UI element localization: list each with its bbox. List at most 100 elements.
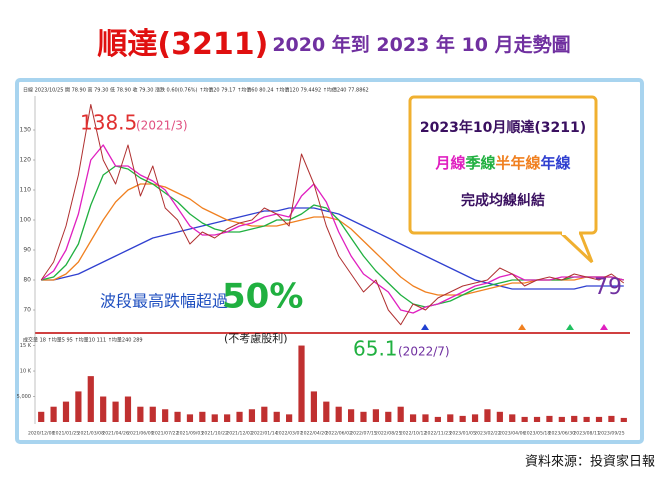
volume-bar xyxy=(422,414,429,422)
x-tick-label: 2023/08/11 xyxy=(573,431,600,437)
legend-entry: 年線 xyxy=(541,154,571,172)
legend: 月線季線半年線年線 xyxy=(434,154,570,172)
x-tick-label: 2022/08/25 xyxy=(375,431,402,437)
volume-bar xyxy=(199,411,206,422)
callout-joint xyxy=(562,229,579,235)
low-label: 65.1 xyxy=(353,337,398,361)
volume-bar xyxy=(620,417,627,422)
last-label: 79 xyxy=(594,275,622,300)
y-tick-label: 110 xyxy=(20,187,32,194)
x-tick-label: 2021/03/08 xyxy=(78,431,105,437)
drop-text: 波段最高跌幅超過 xyxy=(100,292,228,311)
volume-bar xyxy=(583,416,590,422)
ma-line xyxy=(41,207,624,290)
y-tick-label: 15 K xyxy=(20,343,32,349)
volume-bar xyxy=(323,401,330,422)
volume-bar xyxy=(558,416,565,422)
x-tick-label: 2023/04/06 xyxy=(499,431,526,437)
x-tick-label: 2022/01/14 xyxy=(251,431,278,437)
volume-bar xyxy=(608,415,615,422)
callout-title: 2023年10月順達(3211) xyxy=(420,119,586,136)
peak-date: (2021/3) xyxy=(136,119,188,133)
volume-bar xyxy=(484,409,491,422)
x-tick-label: 2021/06/09 xyxy=(127,431,154,437)
x-tick-label: 2022/03/07 xyxy=(276,431,303,437)
volume-bar xyxy=(75,391,82,422)
volume-bar xyxy=(236,411,243,422)
volume-bar xyxy=(434,416,441,422)
x-tick-label: 2023/02/22 xyxy=(474,431,501,437)
ma-line xyxy=(40,144,624,314)
note: (不考慮股利) xyxy=(224,331,288,345)
volume-bar xyxy=(62,401,70,422)
x-tick-label: 2021/01/25 xyxy=(53,431,80,437)
x-tick-label: 2021/09/03 xyxy=(177,431,204,437)
peak-label: 138.5 xyxy=(80,111,137,135)
callout-pointer xyxy=(558,230,594,264)
volume-bar xyxy=(87,376,94,422)
plot: 70 80 90 100 110 120 130 5,000 10 K 15 K 2020/12/0… xyxy=(17,104,627,437)
volume-bar xyxy=(186,414,194,422)
x-tick-label: 2022/10/12 xyxy=(400,431,427,437)
y-tick-label: 70 xyxy=(23,307,31,314)
volume-bar xyxy=(137,406,144,422)
x-tick-label: 2021/12/02 xyxy=(226,431,253,437)
volume-bar xyxy=(124,396,132,422)
volume-bar xyxy=(38,411,45,422)
volume-bar xyxy=(298,345,305,422)
y-tick-label: 5,000 xyxy=(17,394,31,400)
volume-bar xyxy=(248,409,256,422)
y-tick-label: 130 xyxy=(20,127,32,134)
volume-bar xyxy=(397,406,404,422)
volume-bar xyxy=(571,415,578,422)
marker xyxy=(600,324,608,330)
volume-bar xyxy=(347,409,355,422)
callout-text: 完成均線糾結 xyxy=(461,192,545,209)
x-tick-label: 2022/04/20 xyxy=(301,431,328,437)
volume-bar xyxy=(459,415,466,422)
x-tick-label: 2023/01/05 xyxy=(449,431,476,437)
volume-bar xyxy=(533,416,541,422)
x-tick-label: 2021/07/22 xyxy=(152,431,179,437)
marker xyxy=(518,324,526,330)
x-tick-label: 2023/06/30 xyxy=(549,431,576,437)
x-tick-label: 2023/05/18 xyxy=(524,431,551,437)
x-tick-label: 2023/09/25 xyxy=(598,431,625,437)
y-tick-label: 10 K xyxy=(20,369,32,375)
title-main: 順達(3211) xyxy=(97,27,268,62)
volume-bar xyxy=(471,414,479,422)
volume-bar xyxy=(496,411,503,422)
volume-bar xyxy=(100,396,107,422)
x-tick-label: 2021/04/26 xyxy=(102,431,129,437)
y-tick-label: 80 xyxy=(23,277,31,284)
volume-bar xyxy=(595,416,603,422)
price-line xyxy=(40,104,625,326)
volume-bar xyxy=(409,414,417,422)
x-tick-label: 2021/10/22 xyxy=(201,431,228,437)
chart-header: 日線 2023/10/25 開 78.90 高 79.30 低 78.90 收 … xyxy=(23,87,369,94)
legend-entry: 月線 xyxy=(434,154,465,172)
low-date: (2022/7) xyxy=(398,345,450,359)
volume-bar xyxy=(224,414,231,422)
page-title: 順達(3211) 2020 年到 2023 年 10 月走勢圖 xyxy=(97,27,570,62)
volume-bar xyxy=(360,411,367,422)
volume-bar xyxy=(211,414,218,422)
legend-entry: 半年線 xyxy=(496,154,541,172)
x-tick-label: 2020/12/08 xyxy=(28,431,55,437)
volume-bar xyxy=(509,414,516,422)
volume-bar xyxy=(385,411,392,422)
volume-bar xyxy=(162,409,169,422)
volume-bar xyxy=(372,409,379,422)
source: 資料來源：投資家日報 xyxy=(525,454,655,470)
title-sub: 2020 年到 2023 年 10 月走勢圖 xyxy=(272,33,570,56)
x-tick-label: 2022/06/02 xyxy=(325,431,352,437)
volume-bar xyxy=(286,414,293,422)
volume-bar xyxy=(521,416,528,422)
volume-bar xyxy=(335,406,342,422)
callout xyxy=(408,95,598,235)
drop-pct: 50% xyxy=(222,277,303,317)
volume-bar xyxy=(174,411,181,422)
volume-bar xyxy=(447,414,454,422)
y-tick-label: 90 xyxy=(23,247,31,254)
legend-entry: 季線 xyxy=(465,154,495,172)
